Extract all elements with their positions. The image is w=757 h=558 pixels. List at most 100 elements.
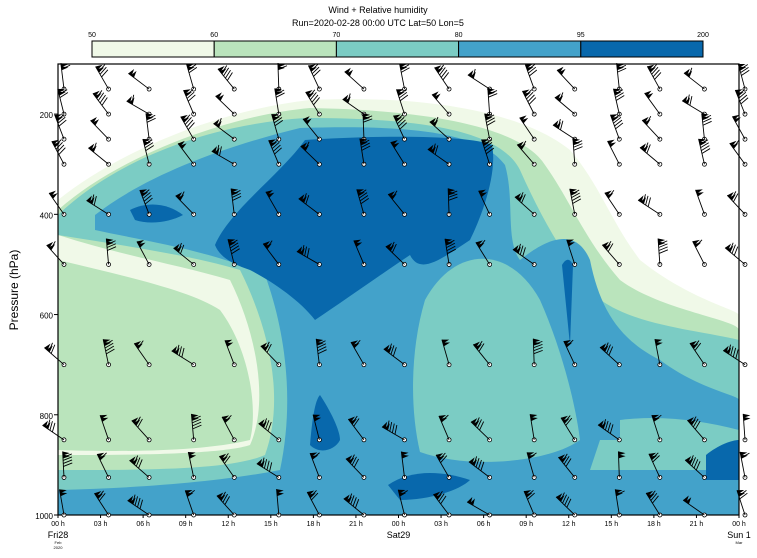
wind-barb xyxy=(128,69,152,92)
wind-barb xyxy=(441,339,452,368)
x-tick-label: 12 h xyxy=(562,521,576,528)
wind-barb xyxy=(444,238,456,267)
wind-barb xyxy=(597,419,622,443)
wind-barb xyxy=(648,452,663,480)
wind-barb xyxy=(695,189,707,217)
wind-barb xyxy=(446,188,458,217)
wind-barb xyxy=(187,451,197,480)
wind-barb xyxy=(180,114,197,142)
wind-barb xyxy=(309,452,322,480)
wind-barb xyxy=(613,88,625,117)
wind-barb xyxy=(558,453,578,480)
wind-barb xyxy=(190,413,202,443)
wind-barb xyxy=(435,452,452,480)
wind-barb xyxy=(732,114,748,142)
y-tick-label: 600 xyxy=(40,312,54,321)
wind-barb xyxy=(529,414,538,443)
wind-barb xyxy=(526,452,537,480)
wind-barb xyxy=(211,144,237,167)
colorbar-swatch xyxy=(213,40,337,58)
wind-barb xyxy=(560,415,578,443)
wind-barb xyxy=(183,89,197,117)
wind-barb xyxy=(555,492,578,518)
wind-barb xyxy=(92,90,111,117)
colorbar-level-label: 95 xyxy=(577,32,585,39)
wind-barb xyxy=(383,343,407,368)
day-label: Sat29 xyxy=(387,530,411,540)
wind-barb xyxy=(51,139,67,167)
wind-barb xyxy=(736,489,748,518)
x-tick-label: 06 h xyxy=(477,521,491,528)
wind-barb xyxy=(614,489,625,518)
colorbar-level-label: 200 xyxy=(697,32,709,39)
y-axis: 200 400 600 800 1000 xyxy=(35,111,58,521)
wind-barb xyxy=(724,242,748,267)
wind-barb xyxy=(312,414,322,443)
wind-barb xyxy=(742,413,751,443)
x-tick-label: 21 h xyxy=(349,521,363,528)
x-tick-label: 06 h xyxy=(136,521,150,528)
humidity-field xyxy=(58,64,739,515)
wind-barb xyxy=(531,338,543,368)
wind-barb xyxy=(431,91,452,117)
wind-barb xyxy=(302,116,322,142)
wind-barb xyxy=(88,142,111,167)
wind-barb xyxy=(654,339,663,368)
wind-barb xyxy=(265,190,282,217)
colorbar-level-label: 80 xyxy=(455,32,463,39)
x-tick-label: 00 h xyxy=(51,521,65,528)
x-tick-label: 03 h xyxy=(434,521,448,528)
wind-barb xyxy=(216,491,237,518)
wind-barb xyxy=(60,63,71,92)
wind-barb xyxy=(356,189,369,217)
wind-barb xyxy=(569,188,582,217)
wind-barb xyxy=(604,189,622,217)
year-label: 2020 xyxy=(54,545,64,550)
wind-barb xyxy=(689,340,707,368)
wind-barb xyxy=(554,92,578,117)
wind-barb xyxy=(609,114,624,142)
wind-barb xyxy=(218,453,237,480)
wind-barb xyxy=(385,241,407,267)
wind-barb xyxy=(260,341,282,368)
colorbar-level-label: 60 xyxy=(210,32,218,39)
wind-barb xyxy=(470,417,493,443)
wind-barb xyxy=(175,191,197,217)
month-label: Feb xyxy=(55,540,63,545)
wind-barb xyxy=(400,451,409,480)
wind-barb xyxy=(359,138,371,167)
wind-barb xyxy=(523,489,537,518)
wind-barb xyxy=(129,455,152,480)
wind-barb xyxy=(300,141,322,167)
wind-barb xyxy=(86,194,111,217)
y-tick-label: 1000 xyxy=(35,512,53,521)
wind-barb xyxy=(61,451,73,480)
wind-barb xyxy=(657,238,669,267)
wind-barb xyxy=(90,117,111,142)
wind-barb xyxy=(381,420,407,443)
x-tick-label: 09 h xyxy=(179,521,193,528)
wind-barb xyxy=(102,339,115,368)
wind-barb xyxy=(42,419,67,443)
day-label: Fri28 xyxy=(48,530,69,540)
month-label: Mar xyxy=(736,540,744,545)
chart-title: Wind + Relative humidity xyxy=(328,5,428,15)
y-axis-label: Pressure (hPa) xyxy=(7,250,21,331)
wind-barb xyxy=(353,239,367,267)
wind-barb xyxy=(131,416,152,443)
wind-barb xyxy=(315,338,327,368)
wind-barb xyxy=(95,64,111,92)
wind-barb xyxy=(438,414,452,443)
x-tick-label: 00 h xyxy=(392,521,406,528)
wind-barb xyxy=(296,245,322,267)
wind-barb xyxy=(434,64,452,92)
wind-barb xyxy=(387,190,407,217)
wind-barb xyxy=(468,456,493,480)
wind-barb xyxy=(393,114,408,142)
x-tick-label: 18 h xyxy=(307,521,321,528)
wind-barb xyxy=(637,194,663,217)
wind-barb xyxy=(682,495,707,518)
wind-barb xyxy=(698,138,711,167)
wind-barb xyxy=(692,239,707,267)
wind-barb xyxy=(684,455,707,480)
